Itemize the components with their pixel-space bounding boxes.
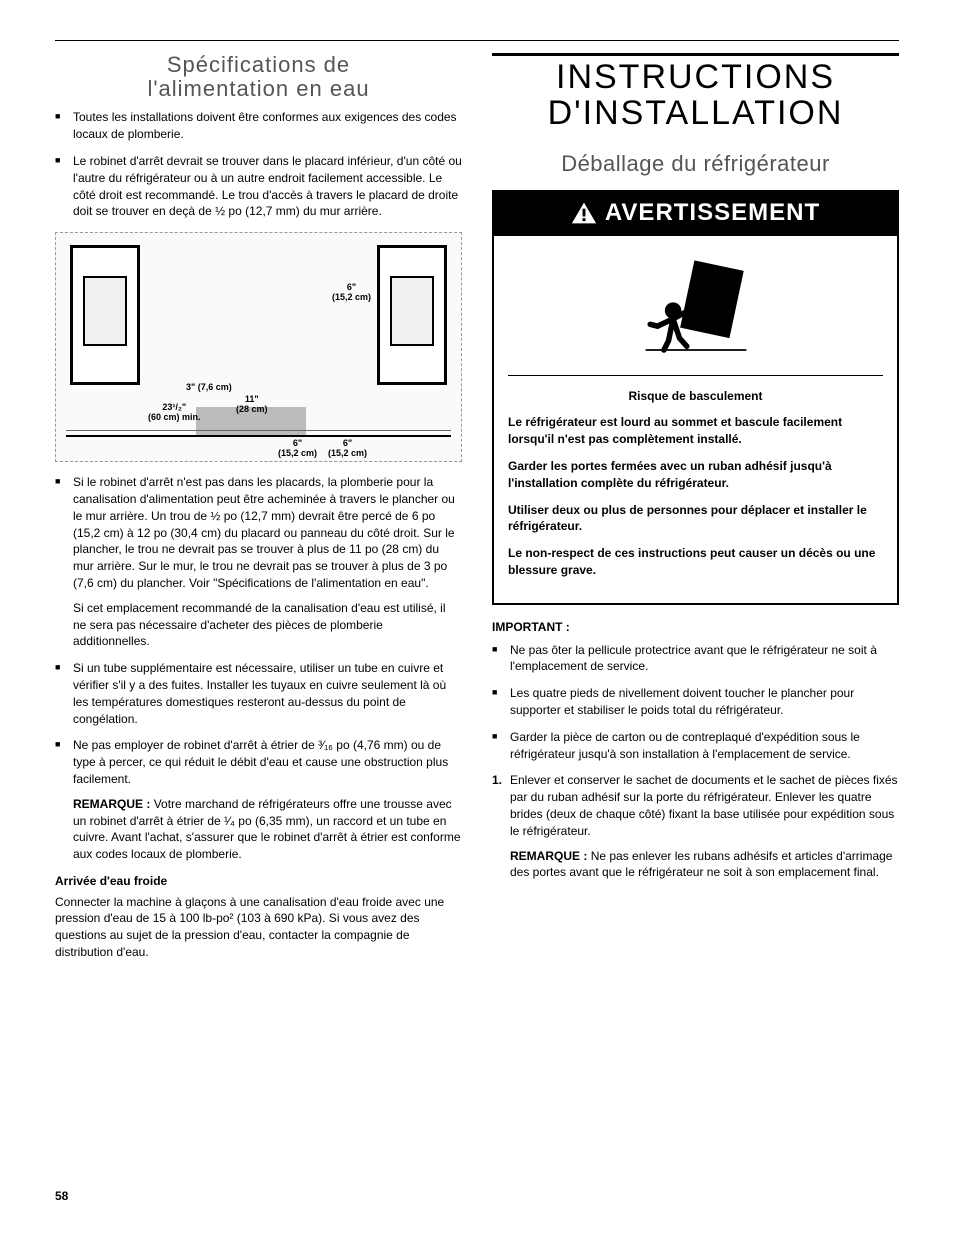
list-item: Garder la pièce de carton ou de contrepl… bbox=[492, 729, 899, 763]
cold-water-subhead: Arrivée d'eau froide bbox=[55, 873, 462, 890]
warning-risk-title: Risque de basculement bbox=[508, 388, 883, 405]
remarque-label: REMARQUE : bbox=[73, 797, 150, 811]
remarque-label: REMARQUE : bbox=[510, 849, 587, 863]
tip-over-icon-area bbox=[508, 246, 883, 376]
diagram-floor-line bbox=[66, 435, 451, 437]
warning-body: Risque de basculement Le réfrigérateur e… bbox=[494, 236, 897, 603]
warning-box: AVERTISSEMENT Risque de basculement Le r… bbox=[492, 190, 899, 605]
left-section-title: Spécifications de l'alimentation en eau bbox=[55, 53, 462, 101]
lbl-text: 23¹/₂" bbox=[162, 402, 186, 412]
diagram-label: 11" (28 cm) bbox=[236, 395, 268, 415]
diagram-label: 6" (15,2 cm) bbox=[328, 439, 367, 459]
tip-over-icon bbox=[641, 256, 751, 356]
top-rule bbox=[55, 40, 899, 41]
main-title: INSTRUCTIONS D'INSTALLATION bbox=[492, 60, 899, 131]
diagram-panel bbox=[83, 276, 127, 346]
bullet-text: Ne pas employer de robinet d'arrêt à étr… bbox=[73, 738, 448, 786]
remarque-para: REMARQUE : Ne pas enlever les rubans adh… bbox=[510, 848, 899, 882]
bullets-before-diagram: Toutes les installations doivent être co… bbox=[55, 109, 462, 220]
lbl-text: 6" bbox=[343, 438, 352, 448]
numbered-steps: 1. Enlever et conserver le sachet de doc… bbox=[492, 772, 899, 881]
diagram-panel bbox=[390, 276, 434, 346]
list-item: Les quatre pieds de nivellement doivent … bbox=[492, 685, 899, 719]
warning-para: Le non-respect de ces instructions peut … bbox=[508, 545, 883, 579]
list-item: Si un tube supplémentaire est nécessaire… bbox=[55, 660, 462, 727]
lbl-text: 6" bbox=[347, 282, 356, 292]
page-number: 58 bbox=[55, 1188, 68, 1205]
diagram-label: 6" (15,2 cm) bbox=[278, 439, 317, 459]
list-item: Ne pas employer de robinet d'arrêt à étr… bbox=[55, 737, 462, 863]
step-number: 1. bbox=[492, 772, 502, 789]
lbl-text: 11" bbox=[245, 394, 259, 404]
warning-para: Garder les portes fermées avec un ruban … bbox=[508, 458, 883, 492]
list-item: 1. Enlever et conserver le sachet de doc… bbox=[492, 772, 899, 881]
cold-water-text: Connecter la machine à glaçons à une can… bbox=[55, 894, 462, 961]
content-columns: Spécifications de l'alimentation en eau … bbox=[55, 53, 899, 961]
lbl-text: (15,2 cm) bbox=[332, 292, 371, 302]
step-text: Enlever et conserver le sachet de docume… bbox=[510, 773, 898, 837]
lbl-text: (15,2 cm) bbox=[328, 448, 367, 458]
warning-para: Utiliser deux ou plus de personnes pour … bbox=[508, 502, 883, 536]
list-item: Le robinet d'arrêt devrait se trouver da… bbox=[55, 153, 462, 220]
diagram-label: 6" (15,2 cm) bbox=[332, 283, 371, 303]
bullet-text: Ne pas ôter la pellicule protectrice ava… bbox=[510, 643, 877, 674]
bullets-after-diagram: Si le robinet d'arrêt n'est pas dans les… bbox=[55, 474, 462, 863]
diagram-label: 23¹/₂" (60 cm) min. bbox=[148, 403, 201, 423]
bullet-text: Toutes les installations doivent être co… bbox=[73, 110, 457, 141]
list-item: Ne pas ôter la pellicule protectrice ava… bbox=[492, 642, 899, 676]
bullet-text: Garder la pièce de carton ou de contrepl… bbox=[510, 730, 860, 761]
warning-triangle-icon bbox=[571, 201, 597, 225]
bullet-text: Si un tube supplémentaire est nécessaire… bbox=[73, 661, 446, 725]
warning-header: AVERTISSEMENT bbox=[494, 192, 897, 236]
lbl-text: (60 cm) min. bbox=[148, 412, 201, 422]
lbl-text: (28 cm) bbox=[236, 404, 268, 414]
right-column: INSTRUCTIONS D'INSTALLATION Déballage du… bbox=[492, 53, 899, 961]
lbl-text: 3" (7,6 cm) bbox=[186, 382, 232, 392]
main-title-line2: D'INSTALLATION bbox=[548, 94, 844, 132]
diagram-cabinet-right bbox=[377, 245, 447, 385]
left-column: Spécifications de l'alimentation en eau … bbox=[55, 53, 462, 961]
title-line1: Spécifications de bbox=[167, 52, 350, 77]
list-item: Si le robinet d'arrêt n'est pas dans les… bbox=[55, 474, 462, 650]
title-line2: l'alimentation en eau bbox=[147, 76, 369, 101]
warning-para: Le réfrigérateur est lourd au sommet et … bbox=[508, 414, 883, 448]
remarque-para: REMARQUE : Votre marchand de réfrigérate… bbox=[73, 796, 462, 863]
water-supply-diagram: 6" (15,2 cm) 3" (7,6 cm) 23¹/₂" (60 cm) … bbox=[55, 232, 462, 462]
unpacking-subtitle: Déballage du réfrigérateur bbox=[492, 149, 899, 180]
bullet-para-after: Si cet emplacement recommandé de la cana… bbox=[73, 600, 462, 650]
diagram-cabinet-left bbox=[70, 245, 140, 385]
important-bullets: Ne pas ôter la pellicule protectrice ava… bbox=[492, 642, 899, 763]
lbl-text: 6" bbox=[293, 438, 302, 448]
diagram-label: 3" (7,6 cm) bbox=[186, 383, 232, 393]
diagram-floor-line bbox=[66, 430, 451, 431]
bullet-text: Si le robinet d'arrêt n'est pas dans les… bbox=[73, 475, 455, 590]
list-item: Toutes les installations doivent être co… bbox=[55, 109, 462, 143]
lbl-text: (15,2 cm) bbox=[278, 448, 317, 458]
important-label: IMPORTANT : bbox=[492, 619, 899, 636]
bullet-text: Le robinet d'arrêt devrait se trouver da… bbox=[73, 154, 462, 218]
warning-head-text: AVERTISSEMENT bbox=[605, 196, 820, 230]
bullet-text: Les quatre pieds de nivellement doivent … bbox=[510, 686, 854, 717]
main-title-line1: INSTRUCTIONS bbox=[556, 58, 835, 96]
